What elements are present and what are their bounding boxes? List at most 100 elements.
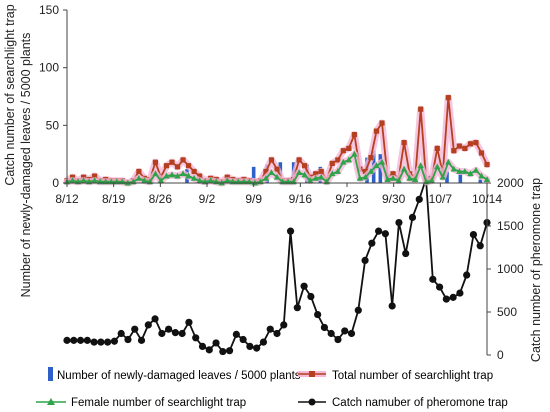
female-searchlight-point [91, 177, 98, 184]
female-searchlight-point [141, 177, 148, 184]
pheromone-point [137, 336, 146, 344]
legend: Number of newly-damaged leaves / 5000 pl… [36, 367, 508, 409]
total-searchlight-point [152, 159, 159, 165]
female-searchlight-point [406, 174, 413, 181]
pheromone-point [63, 336, 71, 344]
pheromone-point [259, 338, 268, 346]
left-axis-label: Catch number of searchlight trap [3, 4, 17, 185]
female-searchlight-point [157, 177, 165, 184]
x-tick-label: 8/12 [55, 192, 79, 206]
pheromone-point [442, 295, 450, 303]
total-searchlight-point [335, 157, 341, 163]
total-searchlight-point [379, 120, 385, 126]
female-searchlight-point [262, 174, 270, 181]
pheromone-point [76, 336, 85, 344]
pheromone-point [253, 344, 261, 352]
total-searchlight-point [329, 160, 335, 166]
pheromone-point [110, 337, 119, 345]
pheromone-point [402, 249, 410, 258]
pheromone-point [280, 321, 288, 329]
female-searchlight-point [400, 165, 408, 172]
pheromone-point [171, 329, 179, 337]
female-searchlight-point [163, 172, 170, 179]
female-searchlight-point [362, 173, 369, 180]
total-searchlight-point [434, 145, 440, 151]
pheromone-point [192, 334, 200, 342]
female-searchlight-point [273, 173, 281, 180]
female-searchlight-point [478, 172, 485, 179]
right-tick-label: 2000 [497, 176, 524, 190]
legend-square-marker [309, 371, 315, 377]
pheromone-point [408, 213, 417, 221]
total-searchlight-point [340, 148, 346, 154]
left-tick-label: 0 [52, 176, 59, 190]
female-searchlight-point [334, 168, 341, 174]
female-searchlight-point [69, 177, 76, 184]
female-searchlight-point [329, 170, 336, 177]
pheromone-point [361, 256, 369, 264]
total-searchlight-point [390, 171, 396, 177]
female-searchlight-point [434, 163, 441, 170]
female-searchlight-point [456, 168, 463, 174]
pheromone-point [435, 283, 444, 291]
total-searchlight-point [484, 161, 490, 168]
pheromone-point [158, 329, 166, 338]
pheromone-point [300, 282, 308, 290]
female-searchlight-point [439, 173, 446, 180]
pheromone-point [144, 321, 152, 329]
female-searchlight-point [190, 174, 198, 181]
pheromone-point [286, 227, 295, 235]
damaged-leaves-bar [251, 166, 256, 183]
pheromone-point [117, 329, 125, 338]
pheromone-point [90, 338, 98, 346]
legend-label: Number of newly-damaged leaves / 5000 pl… [57, 370, 301, 382]
female-searchlight-point [312, 174, 319, 181]
pheromone-point [104, 338, 112, 346]
total-searchlight-point [467, 141, 474, 147]
right-tick-label: 500 [497, 305, 517, 319]
female-searchlight-point [135, 174, 143, 181]
pheromone-point [388, 302, 396, 310]
female-searchlight-point [378, 158, 386, 165]
x-tick-label: 8/26 [149, 192, 173, 206]
legend-label: Total number of searchlight trap [332, 370, 493, 382]
pheromone-point [463, 271, 471, 279]
total-searchlight-point [346, 145, 352, 151]
pheromone-point [293, 304, 301, 312]
legend-label: Female number of searchlight trap [71, 397, 246, 409]
pheromone-point [449, 293, 457, 301]
damaged-leaves-bar [458, 173, 463, 183]
female-searchlight-point [185, 172, 192, 179]
pheromone-point [347, 329, 356, 338]
left-tick-label: 100 [39, 61, 59, 75]
right-tick-label: 1500 [497, 219, 524, 233]
pheromone-point [415, 195, 423, 203]
female-searchlight-point [428, 177, 435, 184]
female-searchlight-point [80, 177, 87, 184]
pheromone-line [67, 177, 488, 353]
total-searchlight-point [462, 145, 468, 151]
pheromone-point [225, 347, 234, 355]
pheromone-point [239, 335, 247, 344]
legend-label: Catch namuber of pheromone trap [332, 397, 508, 409]
female-searchlight-point [152, 170, 159, 177]
x-tick-label: 9/23 [335, 192, 359, 206]
right-tick-label: 0 [497, 348, 504, 362]
pheromone-point [368, 239, 376, 247]
female-searchlight-point [417, 162, 424, 169]
legend-item-female-searchlight: Female number of searchlight trap [36, 397, 246, 409]
damaged-leaves-bar [378, 154, 383, 183]
x-tick-label: 10/14 [472, 192, 502, 206]
female-searchlight-point [174, 172, 181, 179]
total-searchlight-point [373, 128, 380, 134]
total-searchlight-point [451, 148, 457, 154]
female-searchlight-point [472, 166, 480, 173]
legend-item-pheromone: Catch namuber of pheromone trap [298, 397, 508, 409]
line-series [63, 94, 491, 356]
female-searchlight-point [367, 168, 375, 174]
pheromone-point [185, 318, 193, 326]
pheromone-point [205, 346, 213, 354]
legend-item-damaged-leaves: Number of newly-damaged leaves / 5000 pl… [48, 367, 301, 382]
female-searchlight-point [384, 176, 391, 182]
